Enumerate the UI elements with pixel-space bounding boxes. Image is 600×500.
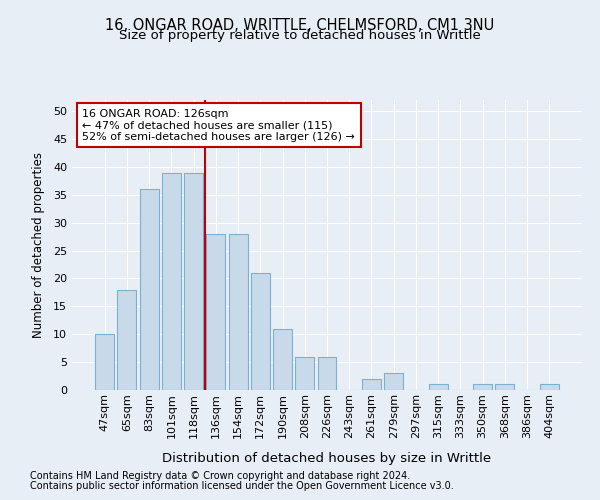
Y-axis label: Number of detached properties: Number of detached properties [32,152,44,338]
Bar [362,379,381,390]
Bar [140,189,158,390]
Bar [295,356,314,390]
Bar [473,384,492,390]
Bar [118,290,136,390]
Bar [496,384,514,390]
Bar [184,172,203,390]
Bar [251,273,270,390]
Bar [162,172,181,390]
Text: Contains public sector information licensed under the Open Government Licence v3: Contains public sector information licen… [30,481,454,491]
Text: 16, ONGAR ROAD, WRITTLE, CHELMSFORD, CM1 3NU: 16, ONGAR ROAD, WRITTLE, CHELMSFORD, CM1… [106,18,494,32]
Bar [429,384,448,390]
X-axis label: Distribution of detached houses by size in Writtle: Distribution of detached houses by size … [163,452,491,465]
Bar [95,334,114,390]
Bar [317,356,337,390]
Bar [229,234,248,390]
Bar [540,384,559,390]
Bar [273,328,292,390]
Text: 16 ONGAR ROAD: 126sqm
← 47% of detached houses are smaller (115)
52% of semi-det: 16 ONGAR ROAD: 126sqm ← 47% of detached … [82,108,355,142]
Bar [206,234,225,390]
Text: Size of property relative to detached houses in Writtle: Size of property relative to detached ho… [119,29,481,42]
Text: Contains HM Land Registry data © Crown copyright and database right 2024.: Contains HM Land Registry data © Crown c… [30,471,410,481]
Bar [384,374,403,390]
